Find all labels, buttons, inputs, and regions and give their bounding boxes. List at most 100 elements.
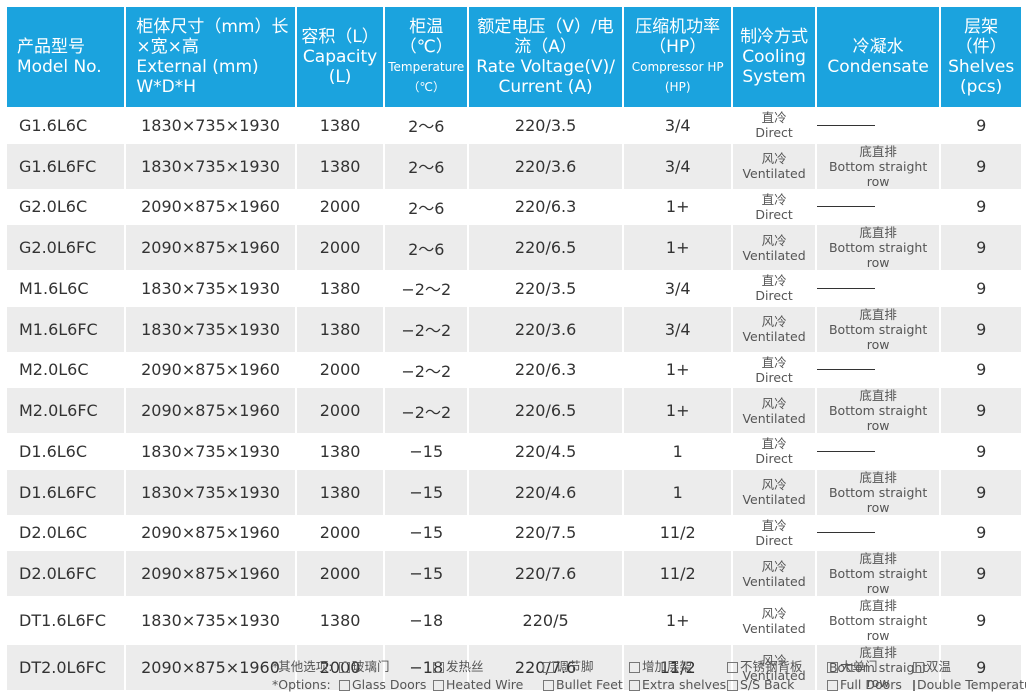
cooling-en: Direct [755, 451, 793, 467]
cell-capacity: 1380 [296, 469, 384, 515]
cooling-en: Ventilated [742, 573, 806, 589]
condensate-none-dash [816, 450, 875, 452]
checkbox-icon [827, 661, 838, 673]
condensate-en: Bottom straight row [828, 484, 928, 515]
table-row: D1.6L6FC 1830×735×1930 1380 −15 220/4.6 1 风冷 Ve… [7, 469, 1021, 515]
header-cooling: 制冷方式 Cooling System [733, 7, 815, 107]
cooling-cn: 风冷 [761, 477, 787, 492]
cell-size: 1830×735×1930 [126, 272, 295, 305]
cell-temperature: 2～6 [385, 109, 468, 142]
condensate-en: Bottom straight row [828, 403, 928, 433]
cell-voltage: 220/6.5 [469, 388, 623, 433]
cell-size: 2090×875×1960 [126, 190, 295, 223]
cell-voltage: 220/7.5 [469, 516, 623, 549]
cell-cooling: 直冷 Direct [733, 353, 815, 386]
option-label: 玻璃门 [352, 659, 390, 674]
cooling-en: Direct [755, 369, 793, 385]
header-shelves: 层架（件） Shelves (pcs) [941, 7, 1021, 107]
cell-temperature: −18 [385, 598, 468, 643]
option-label: Double Temperature [917, 677, 1026, 692]
cell-shelves: 9 [941, 190, 1021, 223]
cell-condensate [816, 109, 940, 142]
cell-condensate: 底直排 Bottom straight row [816, 143, 940, 189]
cell-condensate [816, 272, 940, 305]
cooling-cn: 风冷 [761, 652, 787, 668]
cell-cooling: 风冷 Ventilated [733, 306, 815, 352]
cell-model: G2.0L6FC [7, 225, 125, 270]
header-compressor: 压缩机功率（HP） Compressor HP (HP) [624, 7, 732, 107]
options-footnote: *其他选项: 玻璃门 发热丝 调节脚 增加层架 不锈钢背板 大单门 双温 *Options:… [272, 658, 1026, 694]
checkbox-icon [727, 679, 738, 691]
cell-cooling: 直冷 Direct [733, 435, 815, 468]
cell-compressor: 3/4 [624, 306, 732, 352]
cooling-cn: 直冷 [761, 110, 787, 126]
condensate-cn: 底直排 [859, 551, 897, 566]
cell-size: 1830×735×1930 [126, 598, 295, 643]
condensate-en: Bottom straight row [828, 321, 928, 352]
cooling-cn: 直冷 [761, 354, 787, 370]
table-row: DT1.6L6FC 1830×735×1930 1380 −18 220/5 1+ 风冷 Ve… [7, 598, 1021, 643]
cell-compressor: 11/2 [624, 645, 732, 690]
cell-capacity: 2000 [296, 190, 384, 223]
cell-cooling: 风冷 Ventilated [733, 598, 815, 643]
condensate-cn: 底直排 [859, 388, 897, 403]
cooling-en: Ventilated [742, 247, 806, 263]
option-item-en: Full Doors [827, 676, 913, 694]
cell-cooling: 直冷 Direct [733, 190, 815, 223]
option-item-cn: 双温 [913, 658, 1003, 676]
table-row: G2.0L6FC 2090×875×1960 2000 2～6 220/6.5 1+ 风冷 V… [7, 225, 1021, 270]
cell-size: 1830×735×1930 [126, 306, 295, 352]
cell-compressor: 3/4 [624, 143, 732, 189]
cell-voltage: 220/5 [469, 598, 623, 643]
cooling-en: Ventilated [742, 620, 806, 636]
cooling-en: Ventilated [742, 166, 806, 181]
condensate-en: Bottom straight row [828, 613, 928, 643]
cell-temperature: 2～6 [385, 143, 468, 189]
cell-voltage: 220/6.5 [469, 225, 623, 270]
option-item-en: Bullet Feet [543, 676, 629, 694]
cooling-en: Ventilated [742, 410, 806, 426]
cell-shelves: 9 [941, 645, 1021, 690]
cell-voltage: 220/6.3 [469, 353, 623, 386]
option-label: 不锈钢背板 [740, 659, 803, 674]
cell-size: 1830×735×1930 [126, 143, 295, 189]
cell-voltage: 220/3.5 [469, 109, 623, 142]
option-label: S/S Back [740, 677, 795, 692]
cell-model: D2.0L6C [7, 516, 125, 549]
cell-size: 2090×875×1960 [126, 388, 295, 433]
cell-cooling: 直冷 Direct [733, 109, 815, 142]
cell-shelves: 9 [941, 109, 1021, 142]
cell-temperature: 2～6 [385, 190, 468, 223]
condensate-en: Bottom straight row [828, 158, 928, 189]
cell-temperature: −2～2 [385, 388, 468, 433]
cell-temperature: −15 [385, 551, 468, 596]
cell-capacity: 1380 [296, 109, 384, 142]
option-item-cn: 调节脚 [543, 658, 629, 676]
cell-model: G2.0L6C [7, 190, 125, 223]
cell-compressor: 3/4 [624, 109, 732, 142]
cell-capacity: 2000 [296, 645, 384, 690]
checkbox-icon [543, 661, 554, 673]
table-row: G1.6L6FC 1830×735×1930 1380 2～6 220/3.6 3/4 风冷… [7, 143, 1021, 189]
cell-shelves: 9 [941, 435, 1021, 468]
option-label: Full Doors [840, 677, 902, 692]
cell-capacity: 2000 [296, 353, 384, 386]
option-label: Bullet Feet [556, 677, 623, 692]
header-model: 产品型号 Model No. [7, 7, 125, 107]
checkbox-icon [727, 661, 738, 673]
cell-model: M2.0L6FC [7, 388, 125, 433]
option-item-en: Double Temperature [913, 676, 1026, 694]
cell-size: 2090×875×1960 [126, 551, 295, 596]
cell-voltage: 220/4.5 [469, 435, 623, 468]
cell-cooling: 风冷 Ventilated [733, 469, 815, 515]
cell-condensate: 底直排 Bottom straight row [816, 598, 940, 643]
cell-compressor: 11/2 [624, 516, 732, 549]
cooling-en: Ventilated [742, 329, 806, 344]
checkbox-icon [827, 679, 838, 691]
cell-condensate: 底直排 Bottom straight row [816, 306, 940, 352]
option-label: Extra shelves [642, 677, 727, 692]
cell-condensate [816, 353, 940, 386]
cooling-cn: 直冷 [761, 273, 787, 289]
cell-size: 1830×735×1930 [126, 435, 295, 468]
table-row: M1.6L6C 1830×735×1930 1380 −2～2 220/3.5 3/4 直冷… [7, 272, 1021, 305]
